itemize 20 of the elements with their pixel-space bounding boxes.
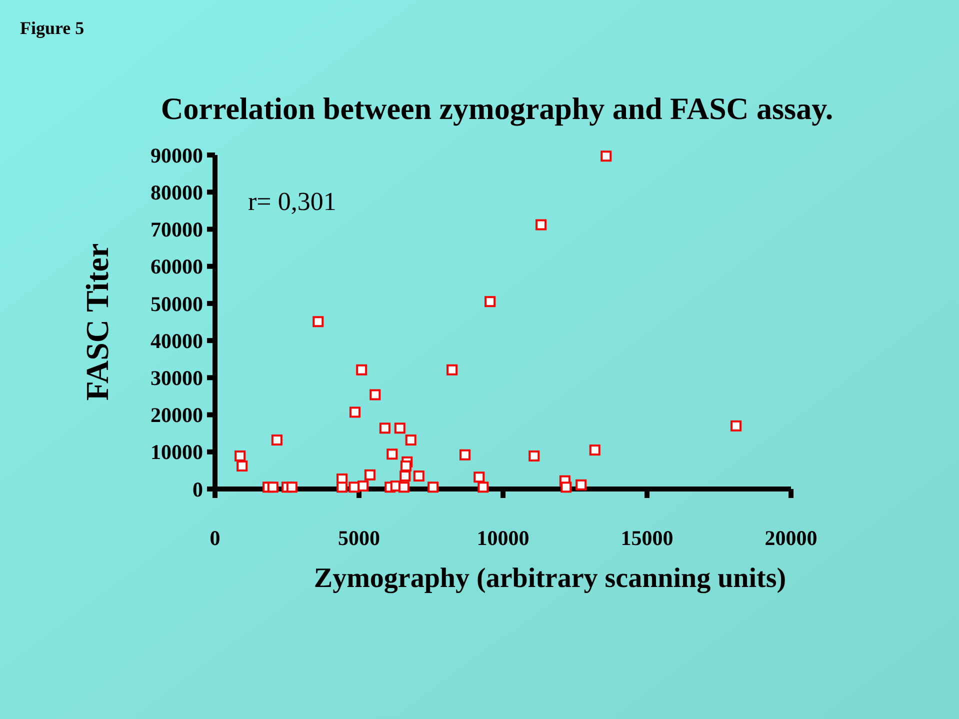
- y-tick-label: 10000: [150, 440, 203, 464]
- y-axis-title: FASC Titer: [79, 243, 115, 401]
- y-tick-label: 50000: [150, 292, 203, 316]
- x-tick-label: 5000: [338, 526, 380, 550]
- x-tick-label: 20000: [764, 526, 818, 550]
- y-tick-label: 20000: [150, 403, 203, 428]
- y-tick-label: 60000: [150, 254, 203, 279]
- y-tick-label: 70000: [150, 218, 203, 242]
- y-tick-label: 40000: [150, 328, 203, 353]
- x-tick-label: 0: [210, 526, 220, 550]
- caption: Figure 5: [20, 18, 84, 38]
- y-tick-label: 90000: [150, 143, 203, 168]
- x-tick-label: 10000: [476, 526, 530, 550]
- chart-title: Correlation between zymography and FASC assay.: [160, 91, 834, 126]
- y-tick-label: 30000: [150, 366, 203, 390]
- annotation: r= 0,301: [248, 187, 336, 216]
- x-axis-title: Zymography (arbitrary scanning units): [314, 563, 786, 594]
- y-tick-label: 80000: [150, 180, 203, 204]
- y-tick-label: 0: [192, 477, 203, 502]
- x-tick-label: 15000: [620, 526, 674, 550]
